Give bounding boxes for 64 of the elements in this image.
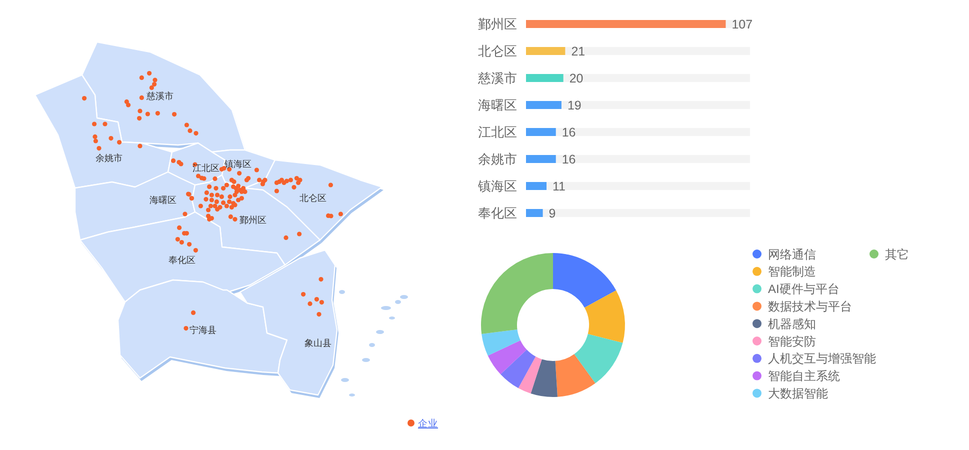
donut-slice: [555, 354, 596, 397]
bar: [526, 101, 562, 109]
text: 北仑区: [300, 193, 326, 203]
legend-item: 智能自主系统: [752, 369, 840, 384]
data-label: 16: [562, 126, 576, 140]
y-tick-label: 镇海区: [477, 178, 517, 194]
legend-item: 企业: [408, 418, 438, 430]
donut-slice: [584, 290, 625, 343]
legend-item: 其它: [870, 247, 909, 262]
text: 江北区: [192, 163, 220, 173]
text: 宁海县: [190, 325, 216, 335]
y-tick-label: 鄞州区: [478, 16, 517, 32]
text: 象山县: [304, 338, 332, 348]
legend-item: 智能制造: [752, 264, 816, 279]
text: 海曙区: [150, 195, 176, 205]
text: 余姚市: [96, 153, 122, 163]
donut-slice: [518, 356, 542, 394]
y-tick-label: 北仑区: [478, 44, 517, 58]
legend-label: 机器感知: [768, 316, 816, 331]
legend-label: AI硬件与平台: [768, 282, 840, 296]
legend-label: 智能制造: [768, 264, 816, 279]
legend-label: 数据技术与平台: [768, 300, 852, 314]
legend-label: 企业: [418, 418, 438, 430]
legend-label: 智能自主系统: [768, 369, 840, 384]
y-tick-label: 江北区: [478, 124, 517, 140]
text: 镇海区: [224, 159, 252, 169]
bar: [526, 128, 556, 136]
bar: [526, 47, 566, 55]
data-label: 9: [548, 206, 556, 220]
text: 慈溪市: [146, 91, 174, 101]
data-label: 11: [552, 180, 566, 194]
donut-slice: [488, 340, 527, 374]
bar: [526, 209, 543, 217]
data-label: 107: [732, 18, 753, 32]
legend-label: 其它: [885, 247, 909, 262]
text: 奉化区: [168, 255, 196, 265]
data-label: 19: [567, 98, 582, 112]
legend-label: 网络通信: [768, 247, 816, 262]
donut-slice: [530, 359, 558, 397]
donut-slice: [500, 350, 536, 388]
donut-slice: [553, 253, 616, 308]
text: 鄞州区: [240, 215, 266, 225]
bar: [526, 74, 564, 82]
legend-item: AI硬件与平台: [752, 282, 840, 296]
y-tick-label: 余姚市: [478, 152, 517, 166]
data-label: 20: [569, 72, 584, 86]
y-tick-label: 奉化区: [478, 206, 517, 220]
legend-label: 智能安防: [768, 334, 816, 348]
legend-label: 大数据智能: [768, 386, 828, 400]
y-tick-label: 海曙区: [478, 98, 517, 112]
donut-slice: [482, 330, 520, 356]
legend-item: 人机交互与增强智能: [752, 352, 876, 366]
y-tick-label: 慈溪市: [477, 70, 517, 86]
donut-slice: [481, 253, 553, 334]
legend-item: 机器感知: [752, 316, 816, 331]
data-label: 16: [562, 152, 576, 166]
data-label: 21: [571, 44, 586, 58]
bar: [526, 155, 556, 163]
legend-item: 大数据智能: [752, 386, 828, 400]
legend-item: 网络通信: [752, 247, 816, 262]
bar: [526, 182, 547, 190]
legend-item: 智能安防: [752, 334, 816, 348]
donut-slice: [574, 334, 623, 384]
legend-item: 数据技术与平台: [752, 300, 852, 314]
